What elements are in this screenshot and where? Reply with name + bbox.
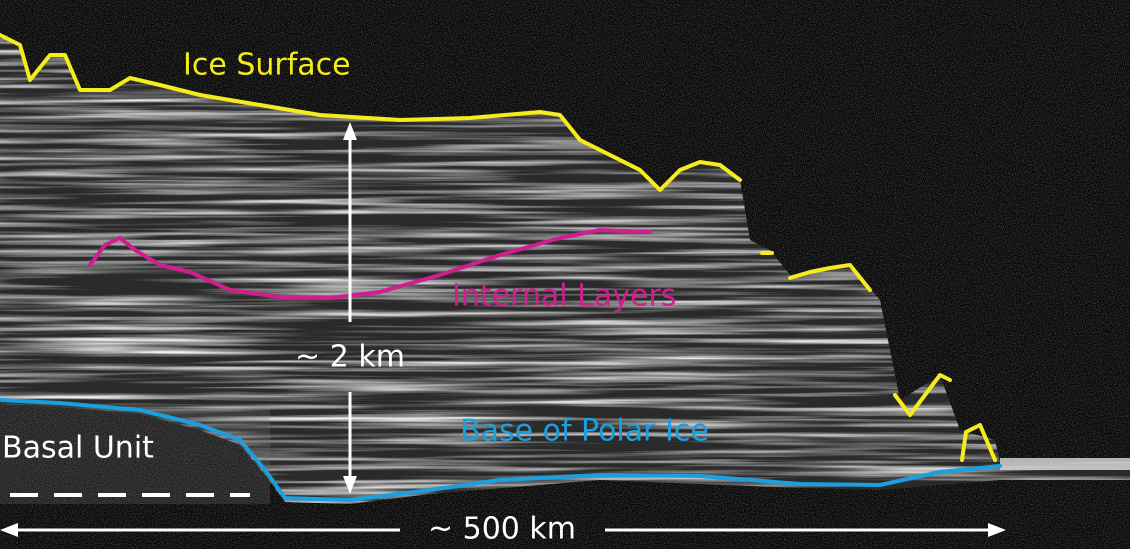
basal-unit-label: Basal Unit (2, 431, 154, 466)
ground-echo (1000, 458, 1130, 470)
base-label: Base of Polar Ice (460, 414, 709, 449)
internal-layer-trace (88, 228, 652, 300)
arrow-head (343, 476, 357, 494)
ice-surface-trace (0, 33, 742, 192)
ice-surface-trace (893, 373, 952, 417)
basal-unit-region (0, 404, 270, 504)
thickness-arrow (343, 122, 357, 494)
width-arrow (0, 523, 1006, 537)
ice-surface-trace (788, 263, 872, 292)
internal-layers-label: Internal Layers (452, 279, 676, 314)
width-label: ~ 500 km (428, 512, 576, 547)
arrow-head (988, 523, 1006, 537)
thickness-label: ~ 2 km (295, 340, 405, 375)
ice-surface-label: Ice Surface (183, 48, 351, 83)
arrow-head (343, 122, 357, 140)
arrow-head (0, 523, 18, 537)
ice-surface-trace (960, 423, 997, 462)
polar-ice-base-trace (0, 398, 1002, 502)
